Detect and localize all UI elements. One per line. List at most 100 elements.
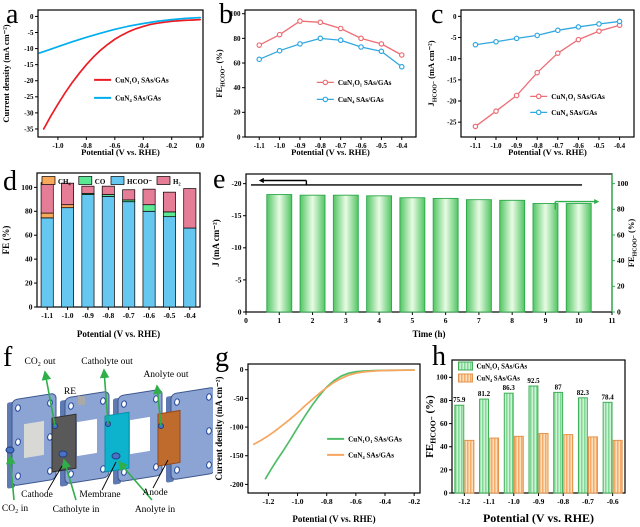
svg-text:-1.1: -1.1 xyxy=(470,142,482,150)
flowcell-schematic: CO₂ out Catholyte out Anolyte out RE Cat… xyxy=(2,357,216,515)
panel-a-lsv-chart: -1.0 -0.8 -0.6 -0.4 -0.2 0.0 0 -5 -10 -15 -20 -25 -3… xyxy=(0,0,213,160)
svg-text:-0.4: -0.4 xyxy=(614,142,626,150)
svg-text:60: 60 xyxy=(25,231,33,240)
svg-text:-0.7: -0.7 xyxy=(582,497,594,506)
svg-text:100: 100 xyxy=(617,179,629,188)
svg-text:CH₄: CH₄ xyxy=(58,178,72,186)
svg-text:20: 20 xyxy=(25,278,33,287)
svg-text:60: 60 xyxy=(234,59,242,67)
svg-text:-50: -50 xyxy=(234,394,244,403)
svg-text:8: 8 xyxy=(510,316,514,325)
svg-text:CuN₁O₁ SAs/GAs: CuN₁O₁ SAs/GAs xyxy=(476,364,527,371)
svg-text:-1.1: -1.1 xyxy=(254,142,266,150)
svg-text:-1.1: -1.1 xyxy=(41,311,53,320)
svg-text:Potential (V vs. RHE): Potential (V vs. RHE) xyxy=(483,511,594,525)
svg-text:3: 3 xyxy=(344,316,348,325)
svg-text:Potential (V vs. RHE): Potential (V vs. RHE) xyxy=(81,147,160,157)
svg-text:-20: -20 xyxy=(24,77,34,85)
panel-label-c: c xyxy=(431,0,444,30)
anode-pointer-line xyxy=(152,459,169,489)
panel-label-a: a xyxy=(6,0,19,30)
svg-text:82.3: 82.3 xyxy=(577,389,590,397)
svg-text:CuN₁O₁ SAs/GAs: CuN₁O₁ SAs/GAs xyxy=(551,93,605,101)
panel-g-flowcell-lsv-chart: -1.2 -1.0 -0.8 -0.6 -0.4 -0.2 0 -50 -100 -150 -200… xyxy=(213,342,433,527)
catholyte-in-arrow xyxy=(61,458,77,501)
svg-text:80: 80 xyxy=(440,396,448,405)
co2-out-arrow xyxy=(41,370,56,427)
svg-text:-0.4: -0.4 xyxy=(379,497,391,506)
svg-text:-0.8: -0.8 xyxy=(315,142,327,150)
svg-text:40: 40 xyxy=(617,256,625,265)
panel-label-h: h xyxy=(432,341,446,372)
svg-text:CuN₁O₁ SAs/GAs: CuN₁O₁ SAs/GAs xyxy=(348,435,402,443)
svg-text:-0.8: -0.8 xyxy=(81,142,93,150)
svg-text:-0.6: -0.6 xyxy=(573,142,585,150)
svg-text:-0.4: -0.4 xyxy=(184,311,196,320)
svg-text:FEHCOO⁻ (%): FEHCOO⁻ (%) xyxy=(626,219,639,268)
panel-c-plot: -1.1 -1.0 -0.9 -0.8 -0.7 -0.6 -0.5 -0.4 0 -5 -10 -1… xyxy=(426,9,635,157)
svg-text:75.9: 75.9 xyxy=(453,396,466,404)
svg-text:-15: -15 xyxy=(24,61,34,69)
panel-label-e: e xyxy=(213,164,226,195)
svg-text:-0.4: -0.4 xyxy=(396,142,408,150)
svg-text:9: 9 xyxy=(544,316,548,325)
svg-text:-1.0: -1.0 xyxy=(490,142,502,150)
panel-f-flowcell-diagram: CO₂ out Catholyte out Anolyte out RE Cat… xyxy=(0,342,216,527)
svg-text:60: 60 xyxy=(440,419,448,428)
svg-text:100: 100 xyxy=(21,183,33,192)
svg-text:-15: -15 xyxy=(232,211,242,220)
svg-text:-10: -10 xyxy=(447,55,457,63)
svg-text:80: 80 xyxy=(617,205,625,214)
svg-text:-25: -25 xyxy=(24,93,34,101)
svg-text:-0.2: -0.2 xyxy=(166,142,178,150)
panel-g-plot: -1.2 -1.0 -0.8 -0.6 -0.4 -0.2 0 -50 -100 -150 -200… xyxy=(214,363,421,524)
svg-text:CuN₄ SAs/GAs: CuN₄ SAs/GAs xyxy=(338,96,384,104)
svg-text:-5: -5 xyxy=(28,29,34,37)
anolyte-out-label: Anolyte out xyxy=(143,370,188,380)
svg-text:0: 0 xyxy=(617,307,621,316)
anolyte-in-port xyxy=(111,452,121,460)
anolyte-in-label: Anolyte in xyxy=(135,505,176,515)
svg-text:92.5: 92.5 xyxy=(527,377,540,385)
svg-text:-0.2: -0.2 xyxy=(408,497,420,506)
svg-text:81.2: 81.2 xyxy=(478,390,491,398)
svg-text:40: 40 xyxy=(440,442,448,451)
svg-text:-0.5: -0.5 xyxy=(593,142,605,150)
svg-text:1: 1 xyxy=(277,316,281,325)
svg-text:-1.0: -1.0 xyxy=(62,311,74,320)
cathode-sheet xyxy=(51,413,77,473)
panel-h-plot: -1.2 -1.1 -1.0 -0.9 -0.8 -0.7 -0.6 0 20 40 60 80 100… xyxy=(424,359,626,525)
end-plate-gas xyxy=(7,393,57,489)
svg-text:FEHCOO⁻ (%): FEHCOO⁻ (%) xyxy=(425,395,438,458)
panel-label-g: g xyxy=(215,342,229,373)
svg-text:7: 7 xyxy=(477,316,481,325)
anolyte-out-arrow xyxy=(153,384,163,427)
svg-text:11: 11 xyxy=(608,316,615,325)
svg-text:0: 0 xyxy=(29,302,33,311)
svg-text:0: 0 xyxy=(237,133,241,141)
svg-text:CuN₁O₁ SAs/GAs: CuN₁O₁ SAs/GAs xyxy=(115,76,169,84)
svg-text:Potential (V vs. RHE): Potential (V vs. RHE) xyxy=(508,147,587,157)
svg-text:0: 0 xyxy=(30,13,34,21)
svg-text:40: 40 xyxy=(25,255,33,264)
svg-text:-0.6: -0.6 xyxy=(607,497,619,506)
svg-text:-1.2: -1.2 xyxy=(458,497,470,506)
membrane-pointer-line xyxy=(101,461,117,491)
svg-text:20: 20 xyxy=(440,465,448,474)
catholyte-in-port xyxy=(58,450,68,458)
svg-text:100: 100 xyxy=(230,10,241,18)
cathode-pointer-line xyxy=(47,465,63,491)
svg-text:0: 0 xyxy=(453,13,457,21)
panel-a-plot: -1.0 -0.8 -0.6 -0.4 -0.2 0.0 0 -5 -10 -15 -20 -25 -3… xyxy=(1,9,205,157)
svg-text:CuN₄ SAs/GAs: CuN₄ SAs/GAs xyxy=(551,109,597,117)
svg-text:CO: CO xyxy=(95,178,106,186)
svg-text:H₂: H₂ xyxy=(173,178,181,186)
svg-text:6: 6 xyxy=(444,316,448,325)
svg-text:Current density (mA cm⁻²): Current density (mA cm⁻²) xyxy=(1,24,11,122)
co2-out-label: CO₂ out xyxy=(24,357,55,367)
svg-text:Potential (V vs. RHE): Potential (V vs. RHE) xyxy=(77,329,160,339)
co2-in-label: CO₂ in xyxy=(2,504,29,514)
svg-text:87: 87 xyxy=(555,383,563,391)
panel-b-fe-chart: -1.1 -1.0 -0.9 -0.8 -0.7 -0.6 -0.5 -0.4 0 20 40 60 8… xyxy=(213,0,425,160)
anode-sheet xyxy=(157,409,181,467)
